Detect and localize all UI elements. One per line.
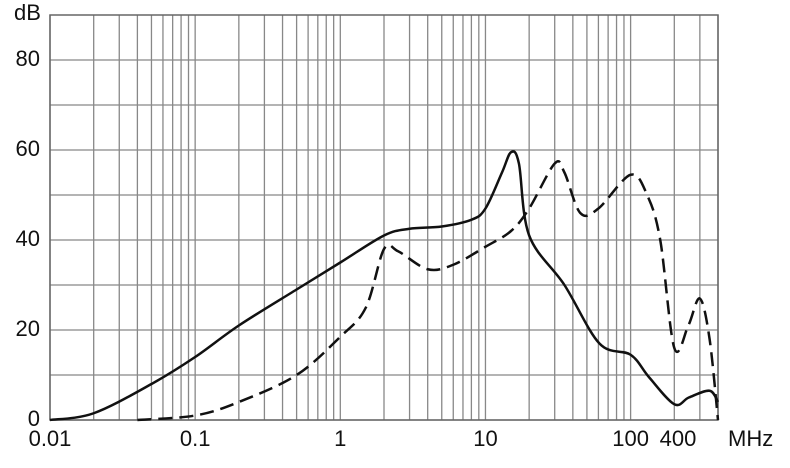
x-tick-label: 0.01	[29, 426, 72, 451]
y-tick-label: 60	[16, 136, 40, 161]
x-tick-label: 10	[473, 426, 497, 451]
series-line	[49, 150, 720, 422]
y-axis-label: dB	[14, 0, 41, 25]
plot-frame	[49, 14, 719, 421]
x-tick-label: 400	[660, 426, 697, 451]
y-tick-label: 40	[16, 226, 40, 251]
x-axis-label: MHz	[728, 426, 773, 451]
series-line	[137, 159, 720, 422]
y-tick-label: 20	[16, 316, 40, 341]
x-tick-label: 0.1	[180, 426, 211, 451]
y-tick-label: 0	[28, 406, 40, 431]
x-tick-label: 100	[612, 426, 649, 451]
x-tick-label: 1	[334, 426, 346, 451]
y-tick-label: 80	[16, 46, 40, 71]
